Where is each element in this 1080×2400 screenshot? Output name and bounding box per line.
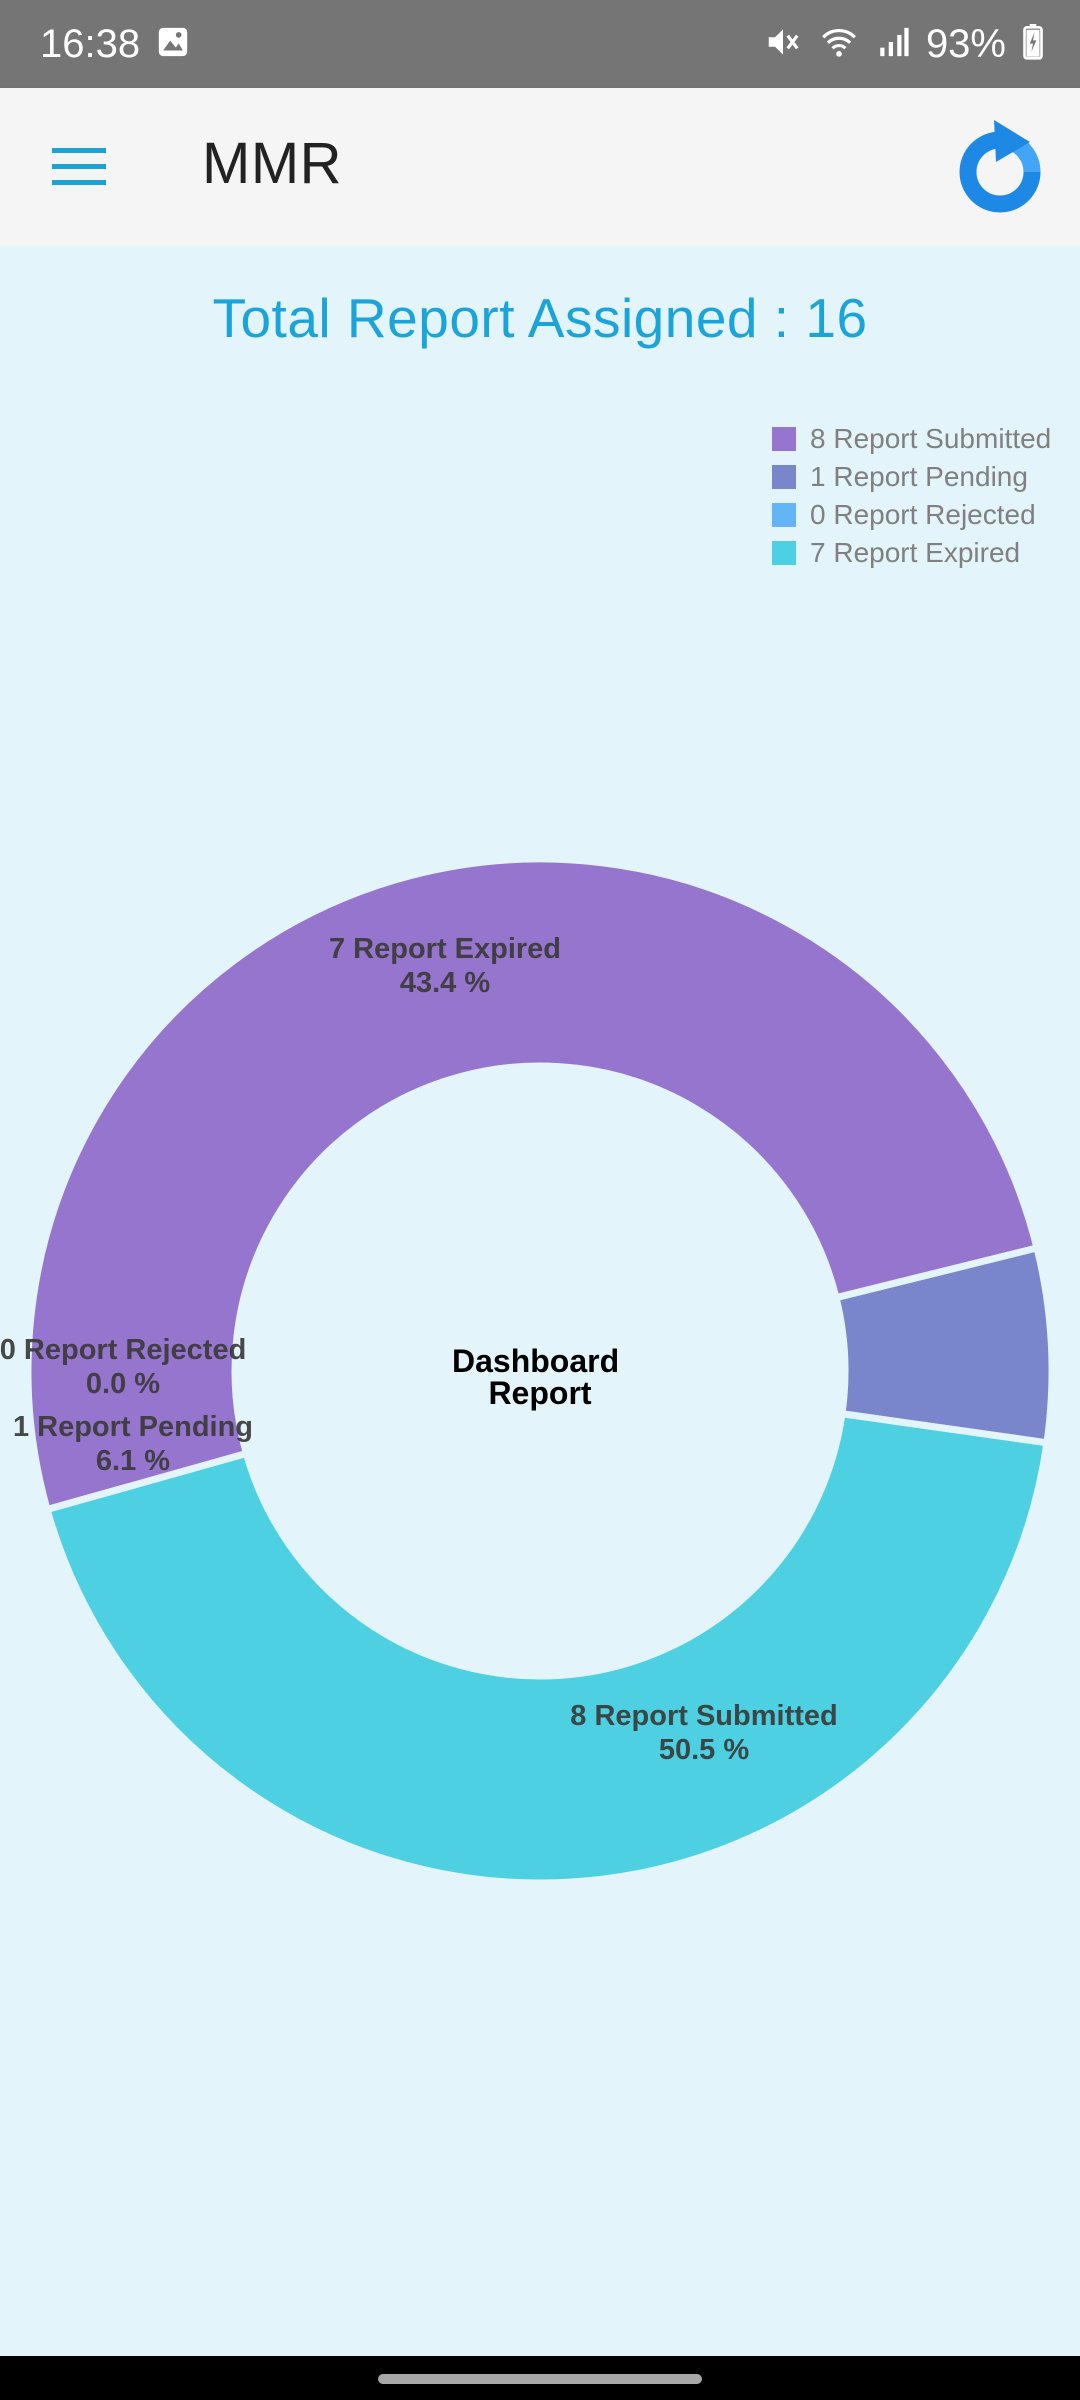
chart-legend: 8 Report Submitted 1 Report Pending 0 Re… <box>772 420 1072 572</box>
slice-label-report-submitted: 8 Report Submitted 50.5 % <box>570 1700 837 1766</box>
slice-label-percent: 50.5 % <box>659 1734 749 1766</box>
slice-label-report-expired: 7 Report Expired 43.4 % <box>329 933 561 999</box>
legend-item-expired[interactable]: 7 Report Expired <box>772 534 1072 572</box>
status-right: 93% <box>764 22 1044 67</box>
legend-label: 0 Report Rejected <box>810 499 1036 530</box>
legend-swatch <box>772 541 796 565</box>
total-report-title: Total Report Assigned : 16 <box>212 287 868 349</box>
home-gesture-handle[interactable] <box>378 2374 702 2384</box>
status-left: 16:38 <box>40 22 190 67</box>
legend-item-submitted[interactable]: 8 Report Submitted <box>772 420 1072 458</box>
status-time: 16:38 <box>40 21 141 66</box>
donut-slice-report-expired[interactable] <box>42 1409 1051 1887</box>
chart-center-line-2: Report <box>488 1375 591 1411</box>
legend-swatch <box>772 427 796 451</box>
legend-label: 7 Report Expired <box>810 537 1021 568</box>
donut-chart: 8 Report Submitted 50.5 % 1 Report Pending… <box>0 855 1056 1887</box>
hamburger-menu-icon <box>52 148 106 185</box>
refresh-button[interactable] <box>950 118 1050 218</box>
status-bar: 16:38 93% <box>0 0 1080 88</box>
slice-label-name: 1 Report Pending <box>13 1411 253 1443</box>
legend-swatch <box>772 465 796 489</box>
slice-label-report-pending: 1 Report Pending 6.1 % <box>13 1411 253 1477</box>
slice-label-name: 0 Report Rejected <box>0 1334 246 1366</box>
legend-item-pending[interactable]: 1 Report Pending <box>772 458 1072 496</box>
chart-slices <box>24 855 1056 1887</box>
system-nav-bar <box>0 2356 1080 2400</box>
slice-label-percent: 0.0 % <box>86 1368 160 1400</box>
slice-label-percent: 6.1 % <box>96 1445 170 1477</box>
slice-label-name: 8 Report Submitted <box>570 1700 837 1732</box>
mute-icon <box>764 23 802 66</box>
donut-slice-report-submitted[interactable] <box>24 855 1042 1514</box>
slice-label-percent: 43.4 % <box>400 967 490 999</box>
legend-swatch <box>772 503 796 527</box>
dashboard-main: Total Report Assigned : 16 8 Report Subm… <box>0 246 1080 2356</box>
slice-label-report-rejected: 0 Report Rejected 0.0 % <box>0 1334 246 1400</box>
battery-percent: 93% <box>925 21 1006 66</box>
app-bar: MMR <box>0 88 1080 246</box>
legend-item-rejected[interactable]: 0 Report Rejected <box>772 496 1072 534</box>
gallery-icon <box>156 25 190 64</box>
signal-icon <box>876 25 910 64</box>
legend-label: 1 Report Pending <box>810 461 1028 492</box>
refresh-icon <box>959 120 1041 213</box>
slice-label-name: 7 Report Expired <box>329 933 561 965</box>
app-title: MMR <box>202 131 343 196</box>
chart-slice-labels: 8 Report Submitted 50.5 % 1 Report Pending… <box>0 933 838 1766</box>
battery-charging-icon <box>1022 23 1044 65</box>
chart-center-label: Dashboard Report <box>452 1343 628 1411</box>
wifi-icon <box>818 23 860 66</box>
legend-label: 8 Report Submitted <box>810 423 1052 454</box>
chart-center-line-1: Dashboard <box>452 1343 619 1379</box>
menu-button[interactable] <box>44 138 114 196</box>
